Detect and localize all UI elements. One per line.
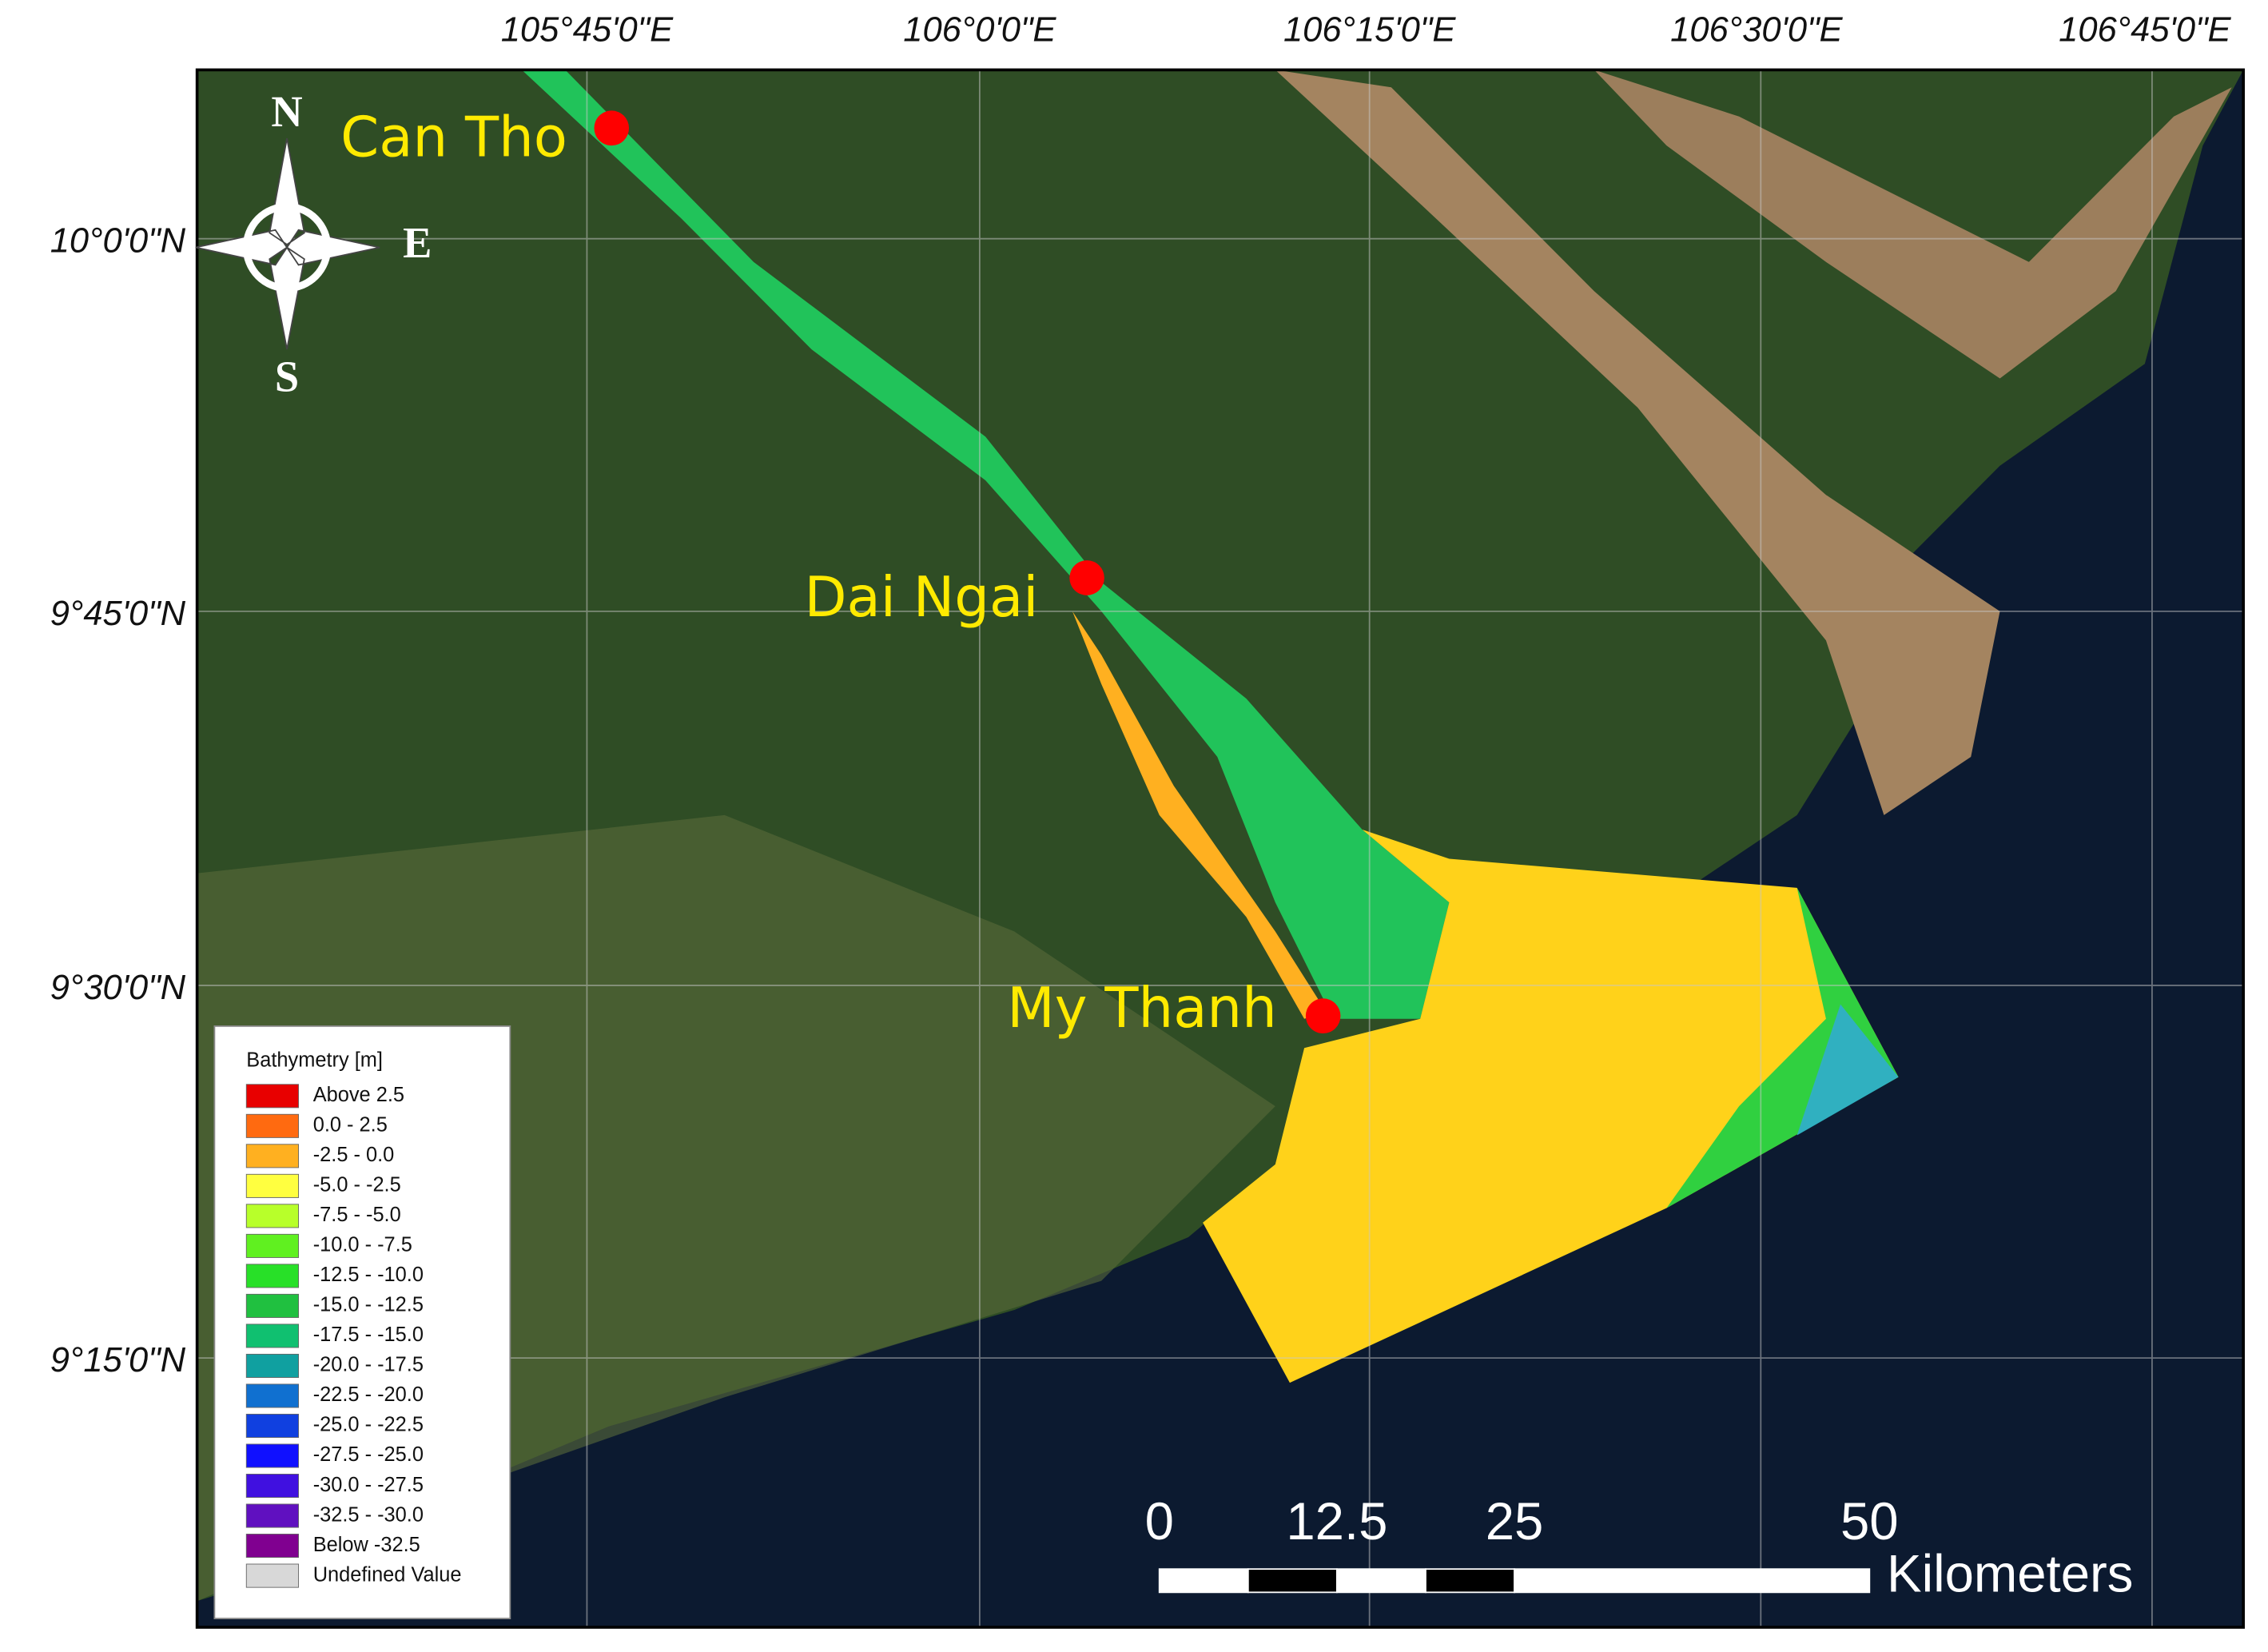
longitude-label: 106°0'0"E xyxy=(903,11,1056,50)
legend-label: -7.5 - -5.0 xyxy=(313,1204,401,1226)
legend-swatch xyxy=(245,1173,300,1198)
longitude-label: 106°45'0"E xyxy=(2059,11,2231,50)
legend-label: -5.0 - -2.5 xyxy=(313,1174,401,1196)
compass-star xyxy=(195,137,380,350)
compass-n: N xyxy=(271,87,302,136)
legend-swatch xyxy=(245,1293,300,1318)
place-marker xyxy=(594,110,630,146)
scale-label: 50 xyxy=(1840,1492,1899,1550)
scale-segment xyxy=(1335,1568,1426,1594)
legend-swatch xyxy=(245,1084,300,1109)
scale-segment xyxy=(1425,1568,1515,1594)
scale-unit: Kilometers xyxy=(1887,1544,2133,1602)
legend-swatch xyxy=(245,1383,300,1408)
river-brown xyxy=(1275,70,2000,815)
legend-swatch xyxy=(245,1443,300,1468)
legend-swatch xyxy=(245,1474,300,1499)
latitude-label: 9°30'0"N xyxy=(50,969,186,1007)
legend-label: 0.0 - 2.5 xyxy=(313,1114,388,1136)
compass-rose: N E S xyxy=(195,87,432,401)
bathymetry-area xyxy=(1203,830,1899,1383)
frame xyxy=(195,68,2245,1629)
places: Can Tho Dai Ngai My Thanh xyxy=(340,106,1341,1041)
legend-label: -30.0 - -27.5 xyxy=(313,1474,424,1496)
scale-label: 25 xyxy=(1486,1492,1544,1550)
legend-label: -20.0 - -17.5 xyxy=(313,1354,424,1376)
legend-label: -22.5 - -20.0 xyxy=(313,1383,424,1406)
legend-label: -12.5 - -10.0 xyxy=(313,1264,424,1286)
legend-swatch xyxy=(245,1353,300,1378)
legend-label: Below -32.5 xyxy=(313,1534,420,1556)
legend-label: -32.5 - -30.0 xyxy=(313,1503,424,1526)
scale-label: 12.5 xyxy=(1286,1492,1387,1550)
compass-s: S xyxy=(275,352,299,401)
legend: Bathymetry [m] Above 2.5 0.0 - 2.5 -2.5 - … xyxy=(213,1025,511,1620)
legend-label: -25.0 - -22.5 xyxy=(313,1414,424,1436)
legend-label: -10.0 - -7.5 xyxy=(313,1234,412,1256)
river-channel xyxy=(521,70,1450,1019)
compass-e: E xyxy=(403,218,432,267)
latitude-label: 9°45'0"N xyxy=(50,595,186,633)
scale-segment xyxy=(1514,1568,1871,1594)
legend-swatch xyxy=(245,1264,300,1288)
place-label: My Thanh xyxy=(1007,977,1276,1041)
river-brown-2 xyxy=(1594,70,2232,379)
scale-label: 0 xyxy=(1145,1492,1174,1550)
place-label: Can Tho xyxy=(340,106,567,170)
scale-segment xyxy=(1158,1568,1249,1594)
legend-label: Above 2.5 xyxy=(313,1084,404,1106)
latitude-label: 9°15'0"N xyxy=(50,1341,186,1379)
legend-label: -15.0 - -12.5 xyxy=(313,1294,424,1316)
legend-swatch xyxy=(245,1563,300,1588)
longitude-label: 106°30'0"E xyxy=(1670,11,1843,50)
side-channel xyxy=(1072,611,1327,1019)
legend-label: -2.5 - 0.0 xyxy=(313,1144,395,1166)
place-marker xyxy=(1069,560,1104,595)
graticule xyxy=(197,70,2244,1628)
legend-label: -27.5 - -25.0 xyxy=(313,1443,424,1466)
legend-swatch xyxy=(245,1324,300,1348)
place-label: Dai Ngai xyxy=(804,566,1038,630)
place-marker xyxy=(1305,998,1341,1034)
compass-ring xyxy=(242,203,332,293)
scale-segment xyxy=(1247,1568,1338,1594)
legend-swatch xyxy=(245,1204,300,1228)
legend-swatch xyxy=(245,1113,300,1138)
latitude-label: 10°0'0"N xyxy=(50,222,186,261)
longitude-label: 105°45'0"E xyxy=(501,11,674,50)
legend-swatch xyxy=(245,1503,300,1528)
legend-swatch xyxy=(245,1233,300,1258)
legend-swatch xyxy=(245,1534,300,1558)
legend-label: Undefined Value xyxy=(313,1563,462,1586)
bathymetry-deeper xyxy=(1796,1004,1899,1136)
bathymetry-deep xyxy=(1666,887,1899,1208)
legend-swatch xyxy=(245,1413,300,1439)
legend-label: -17.5 - -15.0 xyxy=(313,1324,424,1346)
legend-title: Bathymetry [m] xyxy=(246,1049,383,1071)
longitude-label: 106°15'0"E xyxy=(1283,11,1456,50)
legend-swatch xyxy=(245,1144,300,1168)
imagery xyxy=(197,70,2244,1628)
